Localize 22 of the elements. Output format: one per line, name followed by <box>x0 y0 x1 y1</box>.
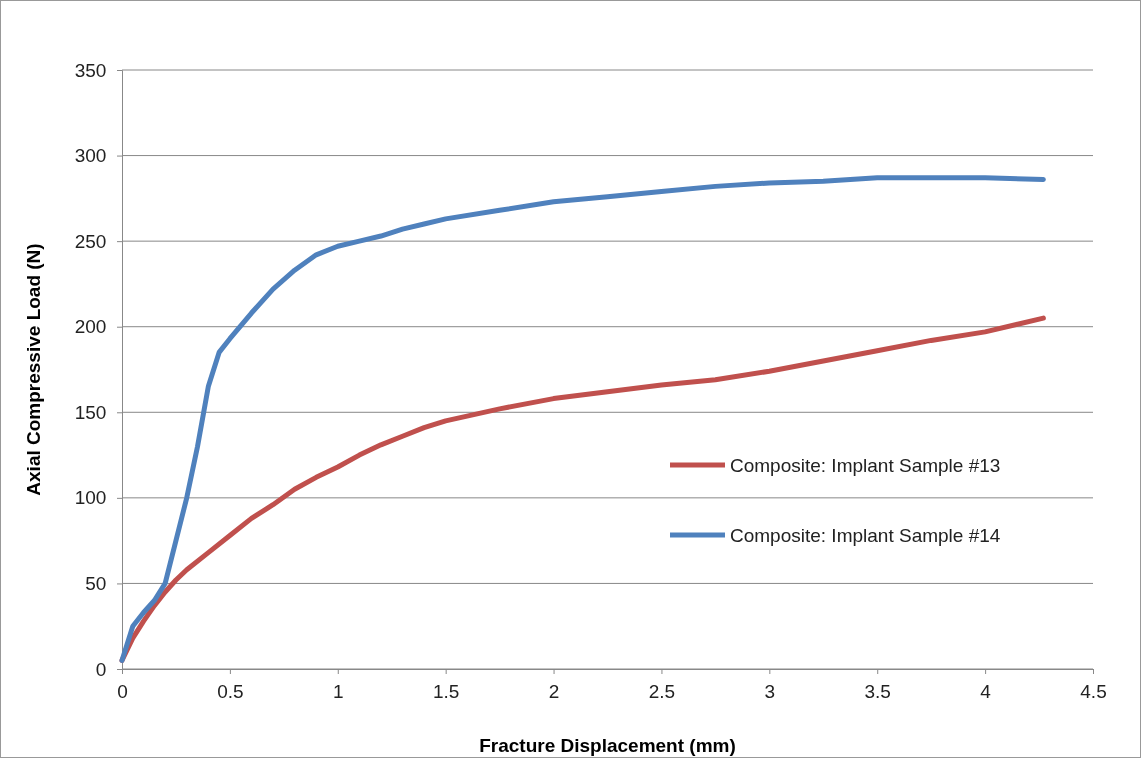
y-tick-label: 150 <box>74 401 107 423</box>
x-tick-label: 0.5 <box>217 680 244 702</box>
legend-label: Composite: Implant Sample #14 <box>730 525 1001 546</box>
x-tick-label: 2.5 <box>648 680 676 702</box>
x-tick-label: 3.5 <box>864 680 891 702</box>
x-tick-label: 4.5 <box>1080 680 1107 702</box>
x-tick-label: 3 <box>764 680 776 702</box>
y-tick-label: 0 <box>95 658 107 680</box>
y-axis-title: Axial Compressive Load (N) <box>23 243 44 496</box>
y-tick-label: 100 <box>74 487 107 509</box>
legend-label: Composite: Implant Sample #13 <box>730 455 1001 476</box>
y-tick-label: 250 <box>74 230 107 252</box>
y-tick-label: 350 <box>74 59 107 81</box>
y-tick-label: 300 <box>74 145 107 167</box>
x-tick-label: 2 <box>548 680 560 702</box>
x-tick-label: 4 <box>980 680 992 702</box>
x-axis-title: Fracture Displacement (mm) <box>479 735 736 756</box>
x-tick-label: 0 <box>117 680 128 702</box>
x-tick-label: 1 <box>332 680 344 702</box>
y-tick-label: 50 <box>85 573 107 595</box>
x-tick-label: 1.5 <box>432 680 460 702</box>
y-tick-label: 200 <box>74 316 107 338</box>
